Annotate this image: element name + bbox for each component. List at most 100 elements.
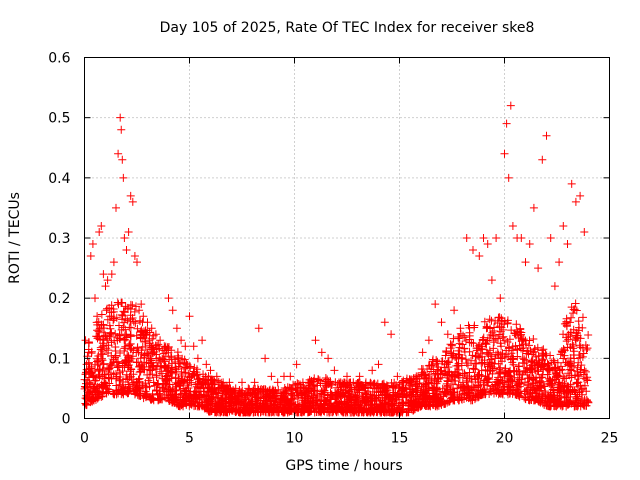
data-point: [343, 372, 351, 381]
data-point: [408, 400, 417, 409]
data-point: [320, 386, 329, 395]
data-point: [88, 240, 97, 249]
data-point: [353, 397, 362, 406]
data-point: [448, 353, 457, 362]
data-point: [255, 402, 264, 411]
data-point: [501, 366, 510, 375]
data-point: [153, 362, 162, 371]
data-point: [143, 390, 152, 399]
data-point: [513, 385, 522, 394]
data-point: [552, 372, 561, 381]
x-tick-label: 15: [391, 431, 409, 447]
data-point: [520, 355, 529, 364]
data-point: [162, 366, 171, 375]
data-point: [572, 396, 581, 405]
data-point: [126, 191, 135, 200]
data-point: [361, 378, 370, 387]
data-point: [485, 346, 494, 355]
data-point: [489, 344, 498, 353]
data-point: [442, 371, 451, 380]
data-point: [187, 378, 196, 387]
data-point: [456, 324, 465, 333]
data-point: [515, 370, 524, 379]
data-point: [213, 393, 222, 402]
data-point: [302, 387, 311, 396]
data-point: [91, 360, 100, 369]
data-point: [89, 383, 98, 392]
data-point: [458, 369, 467, 378]
data-point: [94, 332, 103, 341]
data-point: [415, 378, 424, 387]
data-point: [483, 240, 492, 249]
y-tick-label: 0: [62, 412, 71, 428]
data-point: [449, 372, 458, 381]
data-point: [497, 342, 506, 351]
data-point: [409, 406, 418, 415]
data-point: [513, 345, 522, 354]
data-point: [576, 353, 585, 362]
data-point: [143, 318, 152, 327]
data-point: [137, 300, 146, 309]
data-point: [203, 379, 212, 388]
data-point: [104, 341, 113, 350]
data-point: [269, 407, 278, 416]
data-point: [456, 381, 465, 390]
data-point: [482, 375, 491, 384]
data-point: [580, 366, 589, 375]
data-point: [148, 334, 157, 343]
data-point: [579, 401, 588, 410]
y-tick-label: 0.1: [48, 351, 70, 367]
data-point: [526, 365, 535, 374]
data-point: [304, 383, 313, 392]
data-point: [504, 173, 513, 182]
data-point: [361, 398, 370, 407]
data-point: [467, 356, 476, 365]
data-point: [272, 394, 281, 403]
data-point: [325, 408, 334, 417]
data-point: [177, 336, 186, 345]
data-point: [396, 408, 405, 417]
data-point: [168, 306, 177, 315]
data-point: [472, 359, 481, 368]
data-point: [521, 258, 530, 267]
data-point: [228, 398, 237, 407]
data-point: [560, 319, 569, 328]
data-point: [295, 391, 304, 400]
data-point: [152, 341, 161, 350]
data-point: [147, 393, 156, 402]
data-point: [440, 369, 449, 378]
data-point: [566, 318, 575, 327]
data-point: [121, 302, 130, 311]
data-point: [146, 344, 155, 353]
data-point: [540, 382, 549, 391]
data-point: [119, 307, 128, 316]
data-point: [355, 408, 364, 417]
data-point: [286, 372, 295, 381]
data-point: [508, 221, 517, 230]
data-point: [405, 391, 414, 400]
data-point: [101, 331, 110, 340]
data-point: [297, 404, 306, 413]
data-point: [321, 373, 330, 382]
data-point: [576, 398, 585, 407]
y-tick-label: 0.3: [48, 231, 70, 247]
data-point: [537, 383, 546, 392]
data-point: [478, 335, 487, 344]
data-point: [572, 379, 581, 388]
data-point: [560, 374, 569, 383]
data-point: [176, 401, 185, 410]
data-point: [465, 331, 474, 340]
data-point: [324, 354, 333, 363]
axis-ticks: 0 5 10 15 20 25 0 0.1 0.2 0.3 0.4 0.5 0.6: [48, 51, 618, 447]
data-point: [571, 299, 580, 308]
data-point: [317, 348, 326, 357]
data-point: [572, 306, 581, 315]
data-point: [140, 351, 149, 360]
data-point: [279, 387, 288, 396]
y-tick-label: 0.4: [48, 171, 70, 187]
data-point: [185, 376, 194, 385]
data-point: [333, 383, 342, 392]
data-point: [572, 333, 581, 342]
data-point: [146, 395, 155, 404]
data-point: [530, 396, 539, 405]
